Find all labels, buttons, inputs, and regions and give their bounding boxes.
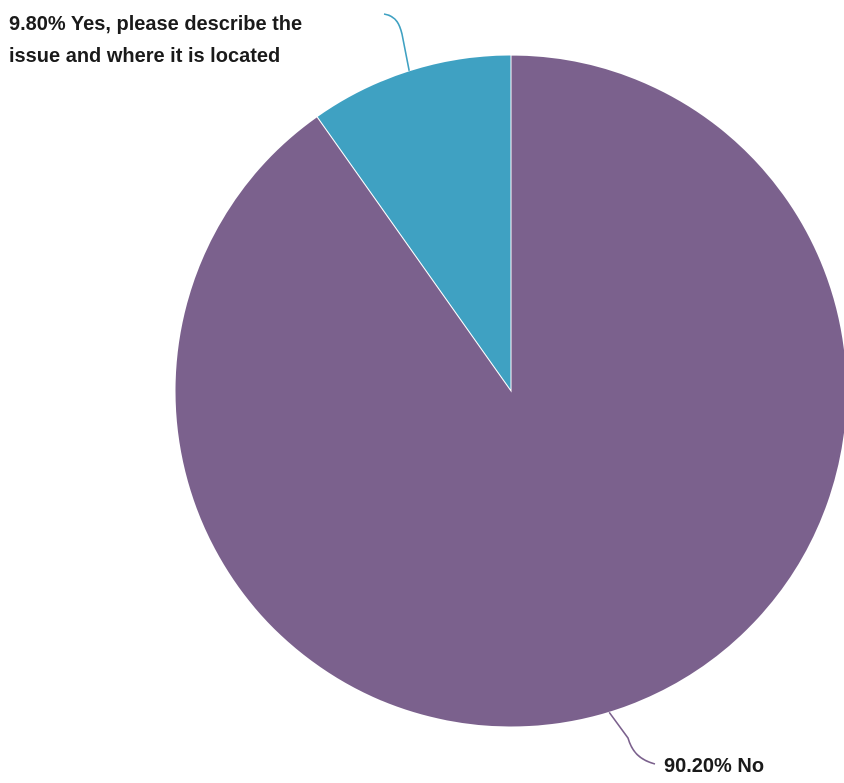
data-label-yes: 9.80% Yes, please describe the issue and… xyxy=(9,13,308,67)
pie-labels: 9.80% Yes, please describe the issue and… xyxy=(9,13,764,777)
pie-slice-no xyxy=(174,54,844,728)
leader-line-no xyxy=(608,711,656,765)
leader-line-yes xyxy=(383,13,410,71)
data-label-no: 90.20% No xyxy=(664,755,764,777)
pie-slices xyxy=(174,54,844,728)
data-label-yes-line-2: issue and where it is located xyxy=(9,45,280,67)
data-label-no-line-1: 90.20% No xyxy=(664,755,764,777)
data-label-yes-line-1: 9.80% Yes, please describe the xyxy=(9,13,302,35)
